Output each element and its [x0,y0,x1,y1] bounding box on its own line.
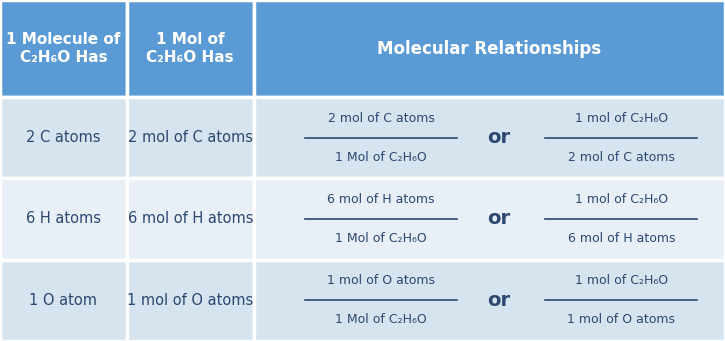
Text: 2 mol of C atoms: 2 mol of C atoms [328,112,434,125]
FancyBboxPatch shape [0,0,127,97]
FancyBboxPatch shape [127,0,254,97]
Text: 1 O atom: 1 O atom [30,293,97,308]
Text: 1 Mol of C₂H₆O: 1 Mol of C₂H₆O [335,313,427,326]
Text: 1 Mol of C₂H₆O: 1 Mol of C₂H₆O [335,232,427,245]
Text: 1 Mol of C₂H₆O: 1 Mol of C₂H₆O [335,151,427,164]
Text: 2 mol of C atoms: 2 mol of C atoms [568,151,675,164]
Text: or: or [487,128,510,147]
FancyBboxPatch shape [0,260,127,341]
Text: 1 Molecule of
C₂H₆O Has: 1 Molecule of C₂H₆O Has [7,32,120,65]
FancyBboxPatch shape [127,260,254,341]
Text: 1 mol of C₂H₆O: 1 mol of C₂H₆O [575,274,668,287]
Text: 6 H atoms: 6 H atoms [26,211,101,226]
FancyBboxPatch shape [127,178,254,260]
Text: 2 C atoms: 2 C atoms [26,130,101,145]
FancyBboxPatch shape [254,97,725,178]
FancyBboxPatch shape [0,97,127,178]
Text: Molecular Relationships: Molecular Relationships [377,40,602,58]
Text: 2 mol of C atoms: 2 mol of C atoms [128,130,253,145]
Text: 1 Mol of
C₂H₆O Has: 1 Mol of C₂H₆O Has [146,32,234,65]
FancyBboxPatch shape [127,97,254,178]
Text: 1 mol of O atoms: 1 mol of O atoms [127,293,254,308]
Text: 6 mol of H atoms: 6 mol of H atoms [128,211,253,226]
FancyBboxPatch shape [254,178,725,260]
FancyBboxPatch shape [0,178,127,260]
Text: 1 mol of C₂H₆O: 1 mol of C₂H₆O [575,112,668,125]
Text: 1 mol of O atoms: 1 mol of O atoms [568,313,675,326]
Text: 1 mol of O atoms: 1 mol of O atoms [327,274,435,287]
Text: 6 mol of H atoms: 6 mol of H atoms [568,232,675,245]
FancyBboxPatch shape [254,260,725,341]
Text: or: or [487,291,510,310]
FancyBboxPatch shape [254,0,725,97]
Text: 1 mol of C₂H₆O: 1 mol of C₂H₆O [575,193,668,206]
Text: or: or [487,209,510,228]
Text: 6 mol of H atoms: 6 mol of H atoms [327,193,435,206]
